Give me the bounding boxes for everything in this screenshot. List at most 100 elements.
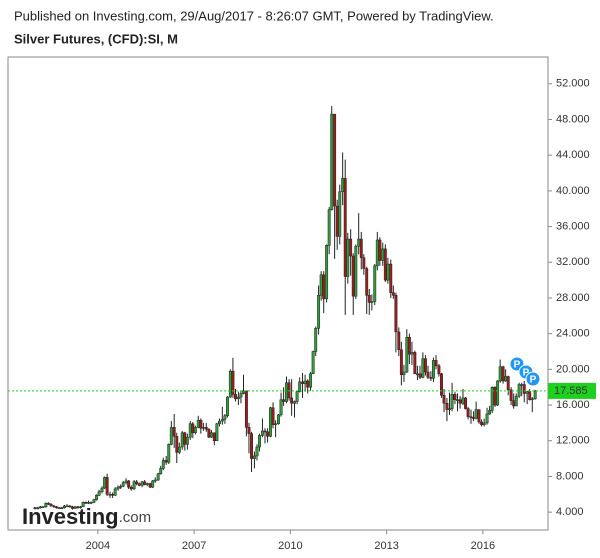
y-tick-label: 28.000 <box>556 292 590 304</box>
candle-body <box>488 410 492 415</box>
candle-body <box>354 245 358 297</box>
candle-body <box>466 408 470 417</box>
candle-body <box>453 394 457 400</box>
candle-body <box>279 399 283 416</box>
candle-body <box>124 480 128 483</box>
candle-body <box>132 481 136 490</box>
candle-body <box>498 366 502 382</box>
candle-body <box>127 480 131 488</box>
candle-body <box>373 265 377 302</box>
candle-body <box>314 328 318 352</box>
candle-body <box>180 432 184 448</box>
candle-body <box>367 295 371 303</box>
candle-body <box>263 430 267 433</box>
candle-body <box>274 423 278 426</box>
candle-body <box>432 360 435 379</box>
event-marker <box>525 371 541 387</box>
candle-body <box>46 502 50 505</box>
candle-body <box>327 209 331 246</box>
candle-body <box>490 386 494 411</box>
candle-body <box>212 432 216 442</box>
candle-body <box>65 505 69 508</box>
logo-suffix: .com <box>119 509 152 526</box>
candle-body <box>402 371 406 375</box>
candle-body <box>266 431 270 437</box>
candle-body <box>33 507 37 509</box>
candle-body <box>442 394 446 404</box>
candle-body <box>36 507 40 509</box>
candle-body <box>226 396 229 417</box>
candle-body <box>306 380 310 388</box>
candle-body <box>464 397 467 409</box>
candle-body <box>343 178 347 277</box>
candle-body <box>520 384 524 386</box>
candle-body <box>54 506 58 509</box>
candle-body <box>111 494 115 496</box>
candle-body <box>458 399 462 404</box>
candle-body <box>89 502 93 504</box>
candle-body <box>143 481 147 485</box>
candle-body <box>349 238 353 257</box>
candle-body <box>188 423 192 438</box>
last-price-box <box>548 382 596 399</box>
candle-body <box>375 239 379 267</box>
candle-body <box>399 349 403 375</box>
last-price-label: 17.585 <box>554 385 588 397</box>
candle-body <box>423 358 427 373</box>
y-tick-label: 36.000 <box>556 220 590 232</box>
candle-body <box>215 423 219 442</box>
candle-body <box>271 407 275 425</box>
y-tick-label: 20.000 <box>556 363 590 375</box>
candle-body <box>151 480 155 488</box>
candle-body <box>434 360 438 367</box>
y-tick-label: 44.000 <box>556 149 590 161</box>
candle-body <box>381 248 385 261</box>
candle-body <box>167 444 171 463</box>
candle-body <box>357 238 361 247</box>
y-tick-label: 12.000 <box>556 435 590 447</box>
candle-body <box>528 391 532 400</box>
candle-body <box>290 397 294 404</box>
candle-body <box>81 502 85 508</box>
candle-body <box>185 436 189 445</box>
candle-body <box>415 373 419 376</box>
y-tick-label: 24.000 <box>556 328 590 340</box>
candle-body <box>260 430 264 436</box>
candle-body <box>95 494 99 500</box>
candle-body <box>52 505 56 508</box>
candle-body <box>177 446 181 453</box>
event-marker-label: P <box>514 360 521 371</box>
candle-body <box>116 486 120 490</box>
candle-body <box>405 336 409 373</box>
candle-body <box>97 491 101 496</box>
x-tick-label: 2007 <box>182 540 206 552</box>
candle-body <box>199 419 203 429</box>
candle-body <box>506 376 510 391</box>
candle-body <box>161 460 165 469</box>
candle-body <box>480 421 484 425</box>
candle-body <box>440 373 443 396</box>
event-marker-label: P <box>523 368 530 379</box>
candle-body <box>298 381 302 392</box>
candle-body <box>386 263 390 281</box>
candle-body <box>175 436 179 453</box>
y-tick-label: 32.000 <box>556 256 590 268</box>
candle-body <box>145 483 149 485</box>
candle-body <box>204 427 208 430</box>
candle-body <box>391 292 395 296</box>
candle-body <box>234 394 237 400</box>
x-tick-label: 2013 <box>374 540 398 552</box>
candle-body <box>450 394 454 409</box>
candle-body <box>105 477 109 495</box>
chart-title: Silver Futures, (CFD):SI, M <box>14 31 178 46</box>
candle-body <box>461 397 465 404</box>
candle-body <box>335 205 339 237</box>
candle-body <box>100 487 104 492</box>
candle-body <box>247 427 251 434</box>
x-tick-label: 2016 <box>471 540 495 552</box>
candle-body <box>135 481 139 484</box>
candle-body <box>485 413 489 424</box>
candle-body <box>137 483 141 486</box>
candle-body <box>496 380 500 406</box>
candle-body <box>92 499 96 503</box>
